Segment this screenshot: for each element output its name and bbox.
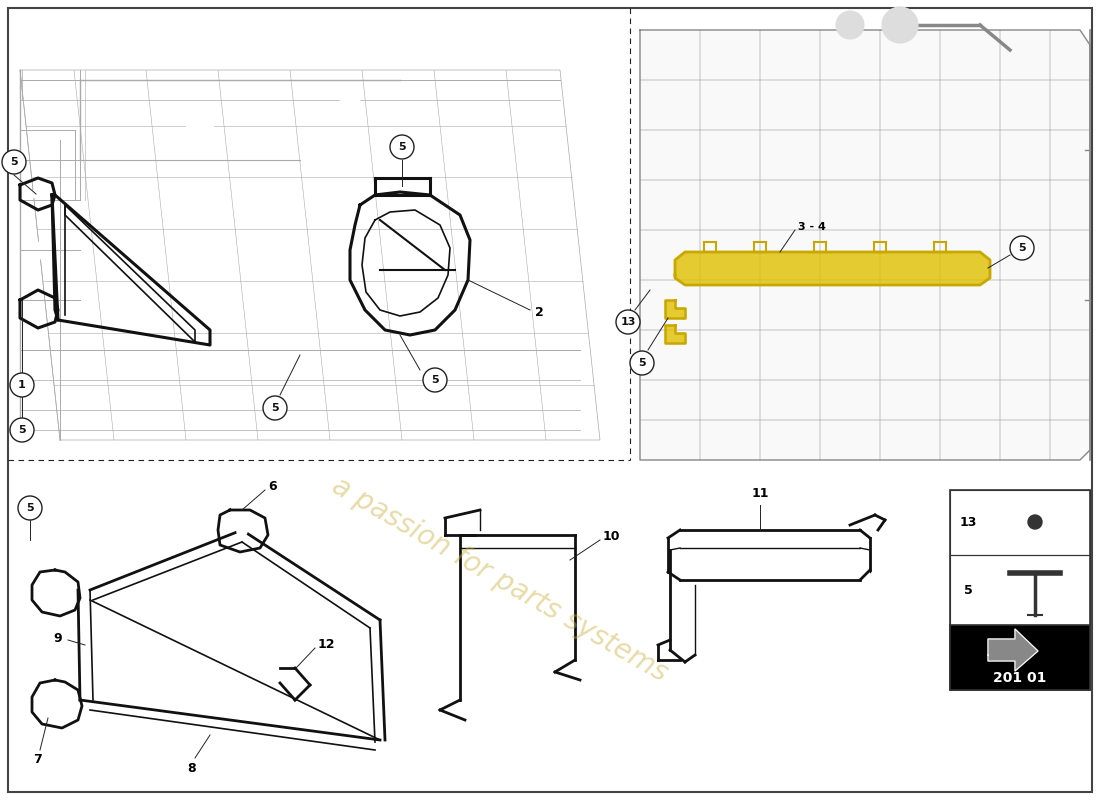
Circle shape	[381, 182, 389, 190]
Text: 5: 5	[19, 425, 25, 435]
Text: 12: 12	[318, 638, 336, 651]
Text: 5: 5	[431, 375, 439, 385]
Circle shape	[32, 190, 40, 198]
Circle shape	[390, 135, 414, 159]
Circle shape	[10, 418, 34, 442]
Circle shape	[396, 356, 404, 364]
Circle shape	[96, 356, 104, 364]
Text: 1: 1	[18, 380, 26, 390]
Circle shape	[35, 240, 55, 260]
Circle shape	[630, 351, 654, 375]
Text: 5: 5	[10, 157, 18, 167]
Circle shape	[33, 153, 57, 177]
Text: 5: 5	[638, 358, 646, 368]
Text: 5: 5	[26, 503, 34, 513]
Text: 2: 2	[535, 306, 543, 318]
Text: 5: 5	[1019, 243, 1026, 253]
Bar	[950, 490, 1090, 690]
Circle shape	[424, 368, 447, 392]
Text: 5: 5	[964, 583, 972, 597]
Circle shape	[51, 587, 60, 597]
Text: 5: 5	[398, 142, 406, 152]
Circle shape	[340, 90, 360, 110]
Circle shape	[1018, 504, 1053, 540]
Text: 11: 11	[751, 487, 769, 500]
Polygon shape	[666, 300, 685, 318]
Bar	[950, 555, 1090, 625]
Text: 13: 13	[959, 515, 977, 529]
Bar	[950, 625, 1090, 690]
Circle shape	[296, 356, 304, 364]
Circle shape	[196, 356, 204, 364]
Circle shape	[51, 700, 60, 710]
Text: 3 - 4: 3 - 4	[798, 222, 826, 232]
Circle shape	[18, 496, 42, 520]
Circle shape	[416, 182, 424, 190]
Circle shape	[292, 679, 301, 689]
Circle shape	[10, 373, 34, 397]
Text: 201 01: 201 01	[993, 671, 1047, 685]
Circle shape	[496, 356, 504, 364]
Text: 9: 9	[54, 631, 62, 645]
Circle shape	[882, 7, 918, 43]
Text: 13: 13	[620, 317, 636, 327]
Polygon shape	[988, 629, 1038, 671]
Text: 10: 10	[603, 530, 620, 543]
Circle shape	[34, 306, 42, 314]
Polygon shape	[666, 325, 685, 343]
Text: 5: 5	[272, 403, 278, 413]
Circle shape	[2, 150, 26, 174]
Bar	[950, 490, 1090, 555]
Circle shape	[1028, 515, 1042, 529]
Text: 6: 6	[268, 481, 276, 494]
Circle shape	[236, 526, 248, 536]
Circle shape	[263, 396, 287, 420]
Circle shape	[1010, 236, 1034, 260]
Text: 7: 7	[34, 753, 43, 766]
Circle shape	[616, 310, 640, 334]
Polygon shape	[675, 252, 990, 285]
Circle shape	[836, 11, 864, 39]
Circle shape	[185, 105, 214, 135]
Text: a passion for parts systems: a passion for parts systems	[327, 472, 673, 688]
Polygon shape	[640, 30, 1090, 460]
Text: 8: 8	[188, 762, 196, 775]
